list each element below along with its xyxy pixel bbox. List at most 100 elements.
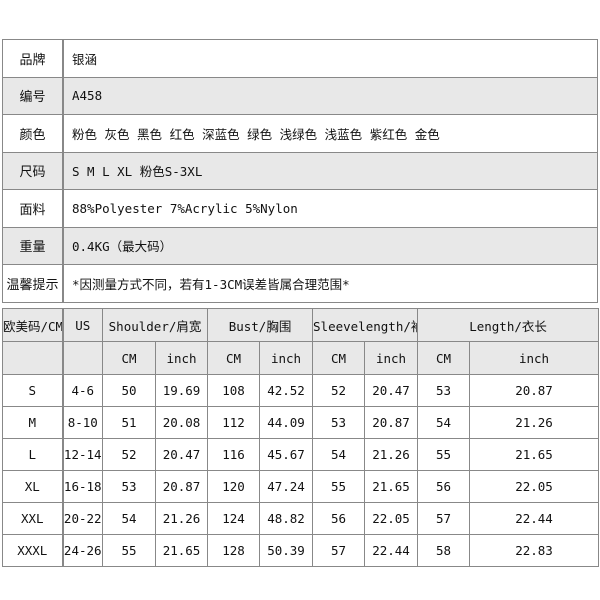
info-row: 重量 0.4KG（最大码）: [2, 226, 598, 265]
unit-header: CM: [102, 341, 156, 375]
size-row: XXL 20-22 54 21.26 124 48.82 56 22.05 57 22.44: [2, 502, 600, 535]
info-label: 面料: [2, 189, 64, 228]
size-header-row: 欧美码/CMUSShoulder/肩宽Bust/胸围Sleevelength/袖…: [2, 308, 600, 342]
column-header: Sleevelength/袖长: [312, 308, 419, 342]
size-label: XXL: [2, 502, 64, 535]
size-value: 116: [207, 438, 261, 471]
size-value: 22.44: [469, 502, 600, 535]
size-value: 53: [102, 470, 156, 503]
size-value: 56: [312, 502, 366, 535]
size-row: S 4-6 50 19.69 108 42.52 52 20.47 53 20.87: [2, 374, 600, 407]
info-label: 重量: [2, 226, 64, 265]
size-value: 21.65: [364, 470, 419, 503]
unit-header: inch: [469, 341, 600, 375]
unit-header: inch: [259, 341, 314, 375]
size-value: 53: [417, 374, 471, 407]
unit-header: CM: [312, 341, 366, 375]
info-value: S M L XL 粉色S-3XL: [62, 151, 598, 190]
column-header: Shoulder/肩宽: [101, 308, 209, 342]
size-chart-table: 欧美码/CMUSShoulder/肩宽Bust/胸围Sleevelength/袖…: [2, 308, 600, 567]
unit-header: CM: [207, 341, 261, 375]
info-label: 品牌: [2, 39, 64, 78]
size-row: XL 16-18 53 20.87 120 47.24 55 21.65 56 22.05: [2, 470, 600, 503]
info-label: 尺码: [2, 151, 64, 190]
column-header: Bust/胸围: [207, 308, 314, 342]
size-value: 55: [312, 470, 366, 503]
size-value: 21.65: [469, 438, 600, 471]
size-value: 42.52: [259, 374, 314, 407]
info-label: 温馨提示: [2, 264, 64, 303]
size-value: 20.87: [364, 406, 419, 439]
info-label: 颜色: [2, 114, 64, 153]
column-header: 欧美码/CM: [2, 308, 64, 342]
size-label: XL: [2, 470, 64, 503]
size-value: 20.87: [154, 470, 209, 503]
info-value: 银涵: [62, 39, 598, 78]
info-value: *因测量方式不同，若有1-3CM误差皆属合理范围*: [62, 264, 598, 303]
product-info-table: 品牌 银涵 编号 A458 颜色 粉色 灰色 黑色 红色 深蓝色 绿色 浅绿色 浅蓝色 紫…: [2, 39, 598, 303]
info-value: 88%Polyester 7%Acrylic 5%Nylon: [62, 189, 598, 228]
info-value: 0.4KG（最大码）: [62, 226, 598, 265]
size-row: XXXL 24-26 55 21.65 128 50.39 57 22.44 58 22.83: [2, 534, 600, 567]
info-value: A458: [62, 76, 598, 115]
size-value: 54: [312, 438, 366, 471]
size-value: 4-6: [62, 374, 103, 407]
size-value: 112: [207, 406, 261, 439]
size-row: L 12-14 52 20.47 116 45.67 54 21.26 55 21.65: [2, 438, 600, 471]
size-value: 19.69: [154, 374, 209, 407]
size-value: 56: [417, 470, 471, 503]
size-value: 22.83: [469, 534, 600, 567]
info-row: 颜色 粉色 灰色 黑色 红色 深蓝色 绿色 浅绿色 浅蓝色 紫红色 金色: [2, 114, 598, 153]
size-value: 8-10: [62, 406, 103, 439]
size-value: 55: [102, 534, 156, 567]
size-value: 50: [102, 374, 156, 407]
size-value: 44.09: [259, 406, 314, 439]
info-row: 面料 88%Polyester 7%Acrylic 5%Nylon: [2, 189, 598, 228]
size-value: 45.67: [259, 438, 314, 471]
info-row: 品牌 银涵: [2, 39, 598, 78]
size-value: 21.65: [154, 534, 209, 567]
size-value: 12-14: [62, 438, 103, 471]
info-label: 编号: [2, 76, 64, 115]
info-value: 粉色 灰色 黑色 红色 深蓝色 绿色 浅绿色 浅蓝色 紫红色 金色: [62, 114, 598, 153]
size-value: 120: [207, 470, 261, 503]
size-value: 52: [312, 374, 366, 407]
info-row: 编号 A458: [2, 76, 598, 115]
size-value: 20.47: [154, 438, 209, 471]
size-value: 16-18: [62, 470, 103, 503]
size-value: 58: [417, 534, 471, 567]
size-value: 50.39: [259, 534, 314, 567]
size-value: 53: [312, 406, 366, 439]
size-value: 21.26: [364, 438, 419, 471]
size-value: 57: [417, 502, 471, 535]
info-row: 尺码 S M L XL 粉色S-3XL: [2, 151, 598, 190]
size-value: 52: [102, 438, 156, 471]
size-value: 108: [207, 374, 261, 407]
unit-header-row: CM inch CM inch CM inch CM inch: [2, 341, 600, 375]
unit-header: inch: [364, 341, 419, 375]
size-value: 54: [417, 406, 471, 439]
unit-header: inch: [154, 341, 209, 375]
size-label: XXXL: [2, 534, 64, 567]
size-label: S: [2, 374, 64, 407]
size-value: 128: [207, 534, 261, 567]
size-value: 20.08: [154, 406, 209, 439]
size-value: 22.44: [364, 534, 419, 567]
size-value: 21.26: [469, 406, 600, 439]
column-header: US: [62, 308, 103, 342]
size-value: 20.87: [469, 374, 600, 407]
unit-header: CM: [417, 341, 471, 375]
size-value: 57: [312, 534, 366, 567]
empty-cell: [62, 341, 103, 375]
column-header: Length/衣长: [417, 308, 600, 342]
size-value: 55: [417, 438, 471, 471]
size-value: 124: [207, 502, 261, 535]
size-value: 20-22: [62, 502, 103, 535]
empty-cell: [2, 341, 64, 375]
size-label: L: [2, 438, 64, 471]
size-value: 47.24: [259, 470, 314, 503]
size-value: 21.26: [154, 502, 209, 535]
size-value: 51: [102, 406, 156, 439]
size-value: 24-26: [62, 534, 103, 567]
size-row: M 8-10 51 20.08 112 44.09 53 20.87 54 21.26: [2, 406, 600, 439]
